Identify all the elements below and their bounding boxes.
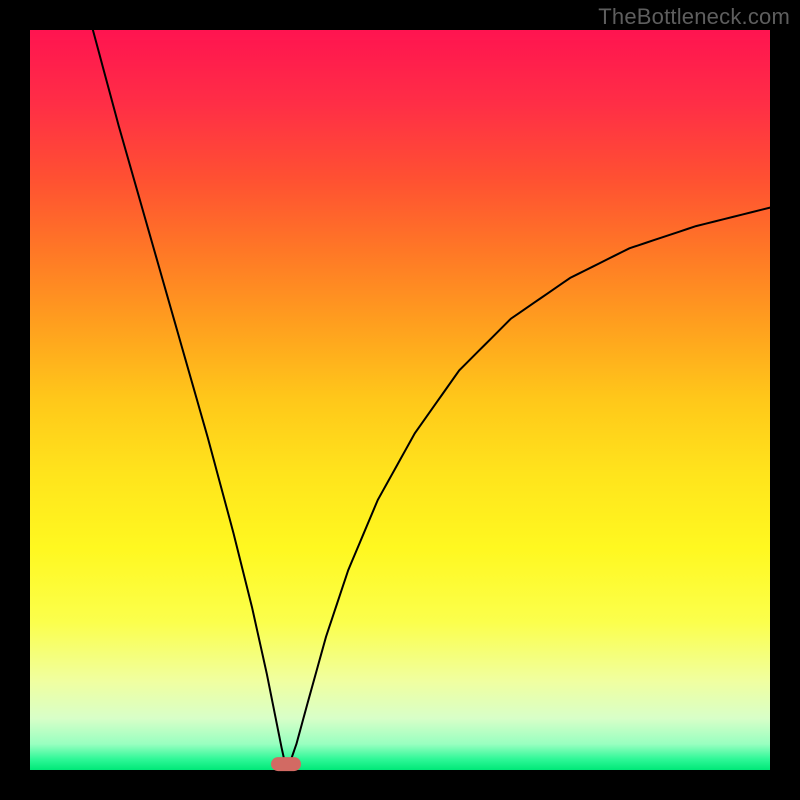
bottleneck-chart — [0, 0, 800, 800]
gradient-background — [30, 30, 770, 770]
watermark-text: TheBottleneck.com — [598, 4, 790, 30]
chart-container: TheBottleneck.com — [0, 0, 800, 800]
vertex-marker — [271, 757, 301, 771]
